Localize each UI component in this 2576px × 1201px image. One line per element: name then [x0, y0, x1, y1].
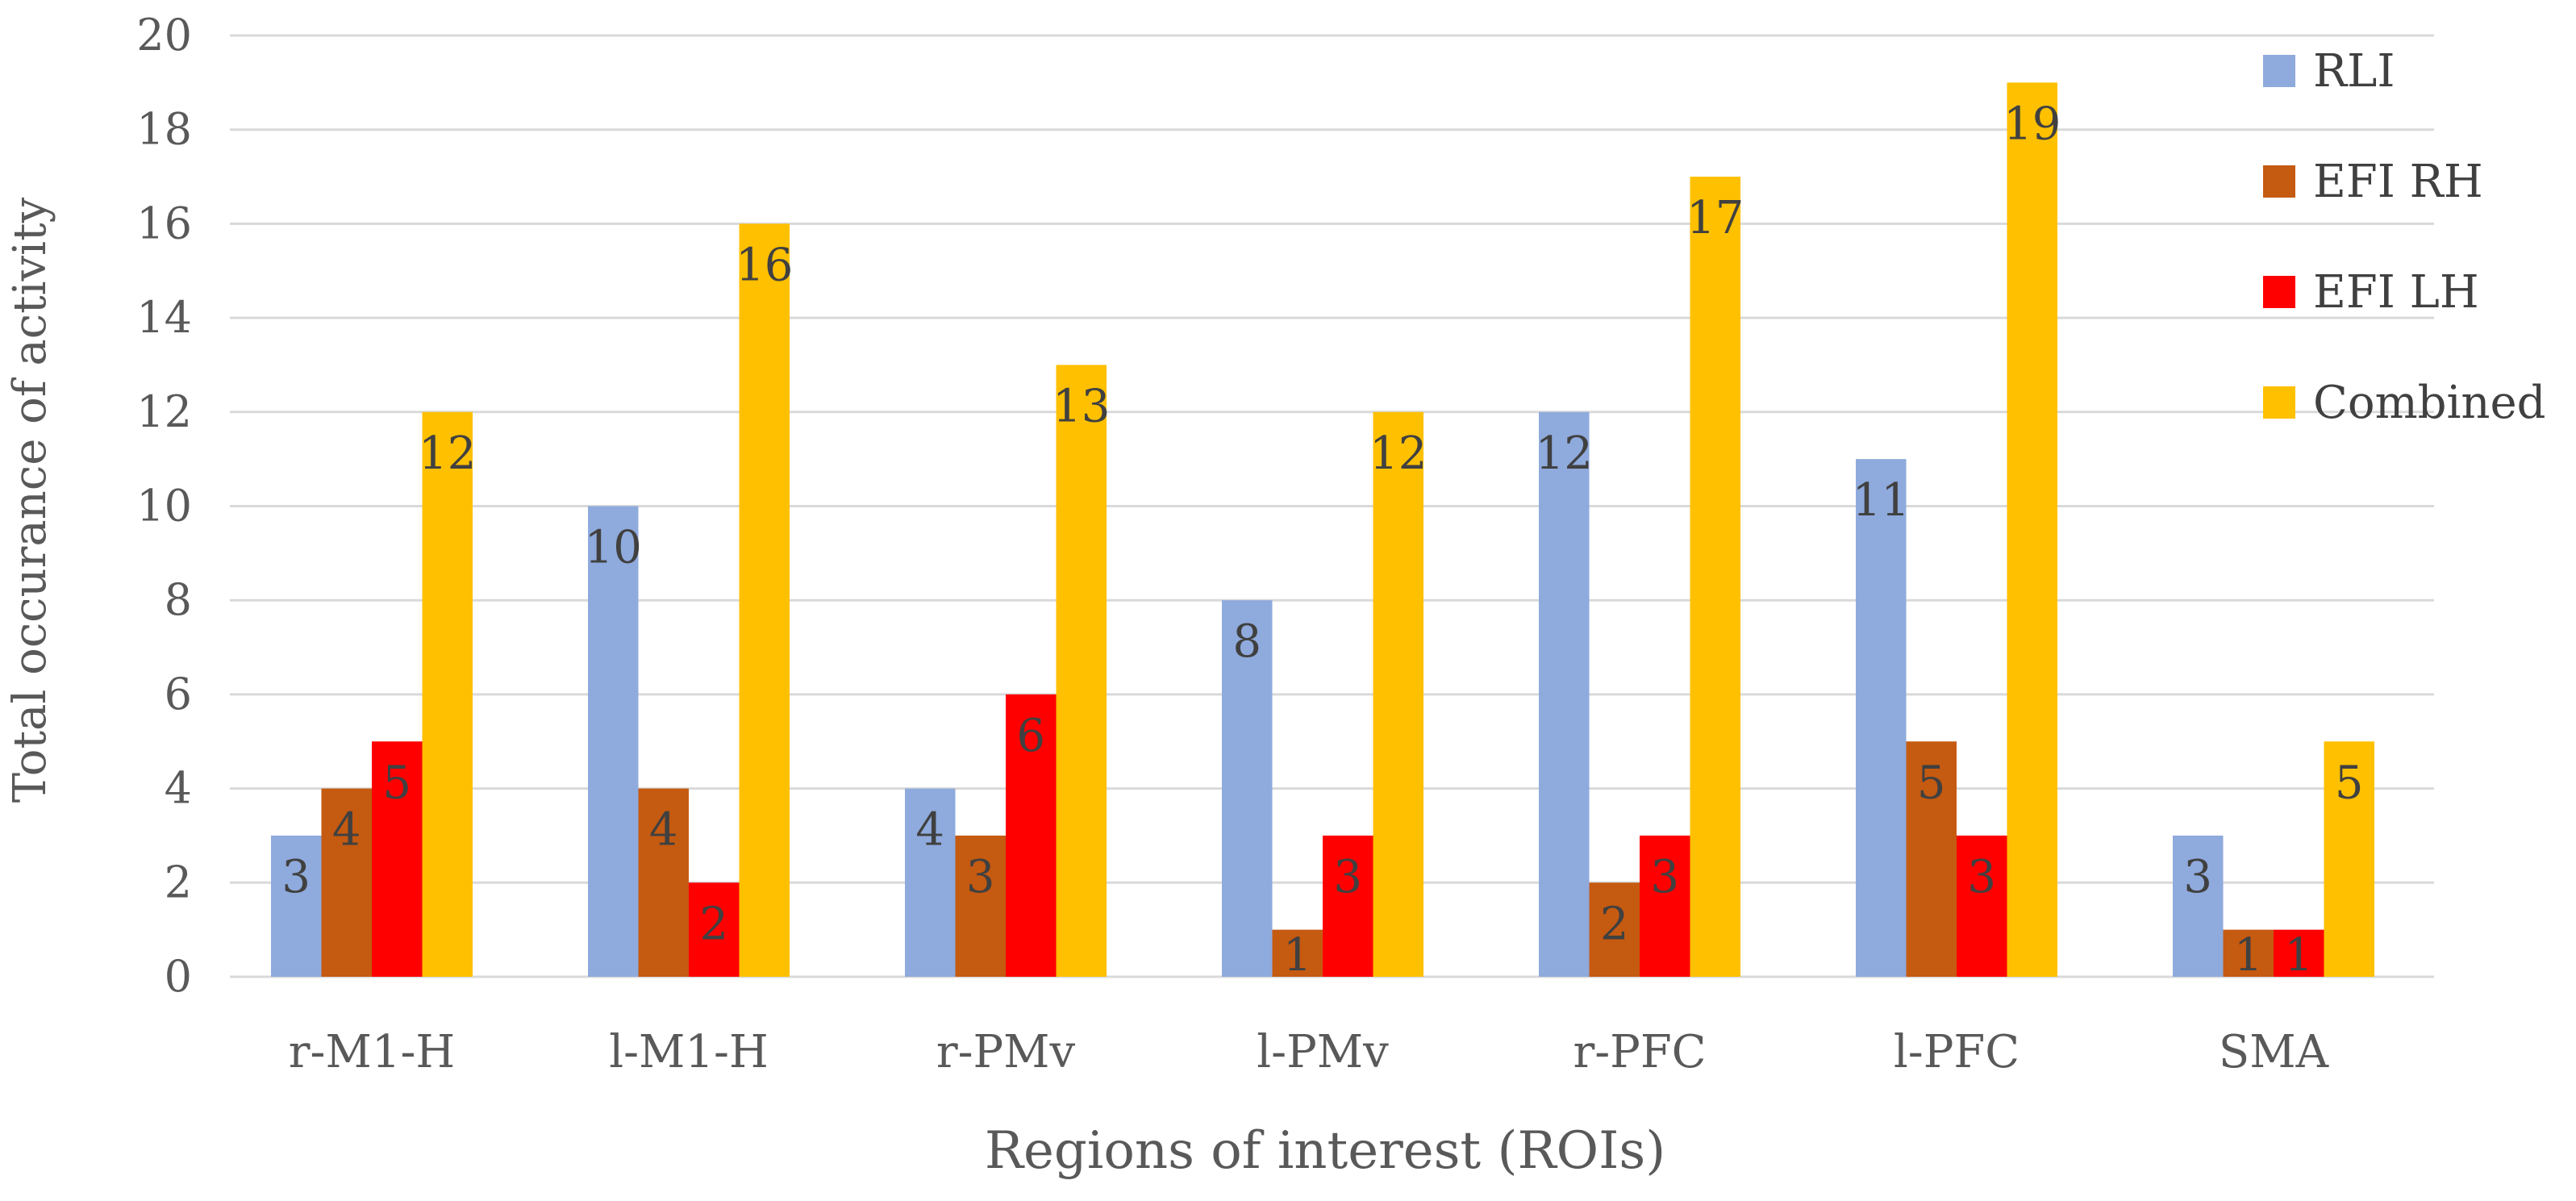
y-tick-label: 20 [136, 10, 192, 60]
bar-l-M1-H-Combined [739, 223, 790, 977]
bar-SMA-EFI-LH [2274, 929, 2324, 977]
data-label: 5 [2335, 757, 2364, 809]
data-label: 2 [699, 898, 728, 950]
bar-r-PMv-EFI-RH [955, 835, 1006, 977]
data-label: 1 [2284, 929, 2313, 982]
data-label: 12 [1536, 427, 1593, 480]
data-label: 3 [1333, 851, 1362, 903]
data-label: 4 [332, 804, 361, 857]
bar-r-PMv-EFI-LH [1006, 694, 1057, 977]
y-tick-label: 10 [136, 481, 192, 532]
bar-r-PMv-RLI [905, 788, 956, 977]
y-tick-label: 4 [165, 763, 192, 814]
bar-r-M1-H-EFI-RH [321, 788, 372, 977]
bar-r-PMv-Combined [1056, 365, 1107, 977]
data-label: 12 [1369, 427, 1427, 480]
data-label: 6 [1016, 710, 1045, 762]
data-label: 3 [281, 851, 311, 903]
bar-r-PFC-EFI-LH [1640, 835, 1690, 977]
bar-r-PFC-Combined [1690, 177, 1740, 978]
data-label: 11 [1853, 474, 1910, 527]
y-tick-label: 6 [165, 669, 192, 719]
bar-l-M1-H-EFI-LH [689, 882, 740, 977]
legend-label: EFI LH [2313, 266, 2479, 319]
x-tick-label: SMA [2219, 1026, 2329, 1078]
legend: RLI EFI RH EFI LH Combined [2263, 45, 2545, 429]
bar-l-PFC-EFI-LH [1957, 835, 2007, 977]
data-label: 10 [585, 522, 642, 574]
data-label: 3 [966, 851, 995, 903]
bar-l-PFC-Combined [2007, 82, 2057, 978]
legend-label: Combined [2313, 377, 2545, 429]
y-tick-label: 12 [136, 386, 192, 437]
data-label: 4 [915, 804, 944, 857]
bar-r-PFC-EFI-RH [1589, 882, 1640, 977]
x-axis-title: Regions of interest (ROIs) [985, 1121, 1665, 1181]
data-label: 17 [1686, 192, 1744, 244]
bar-r-PFC-RLI [1539, 411, 1590, 977]
data-label: 16 [736, 239, 793, 291]
data-label: 4 [649, 804, 678, 857]
legend-swatch-EFI-LH [2263, 276, 2295, 308]
bar-l-M1-H-RLI [588, 506, 639, 977]
data-label: 3 [1650, 851, 1679, 903]
bar-r-M1-H-Combined [422, 411, 473, 977]
y-tick-label: 8 [165, 574, 192, 625]
y-tick-label: 2 [165, 857, 192, 907]
x-tick-label: r-PMv [936, 1026, 1076, 1078]
y-tick-label: 16 [136, 198, 192, 248]
x-tick-label: r-M1-H [289, 1026, 455, 1078]
y-tick-label: 14 [136, 292, 192, 343]
data-label: 12 [419, 427, 476, 480]
bar-l-PFC-EFI-RH [1906, 741, 1957, 977]
bar-r-M1-H-EFI-LH [372, 741, 423, 977]
data-label: 2 [1600, 898, 1629, 950]
bar-l-M1-H-EFI-RH [638, 788, 689, 977]
y-tick-label: 18 [136, 104, 192, 155]
x-tick-label: r-PFC [1573, 1026, 1706, 1078]
data-label: 3 [2183, 851, 2212, 903]
data-label: 3 [1967, 851, 1996, 903]
bar-l-PMv-RLI [1222, 600, 1273, 977]
bar-l-PMv-Combined [1373, 411, 1423, 977]
y-tick-label: 0 [165, 951, 192, 1002]
data-label: 1 [2234, 929, 2263, 982]
data-label: 13 [1052, 380, 1110, 432]
bar-l-PMv-EFI-LH [1323, 835, 1373, 977]
data-label: 1 [1283, 929, 1312, 982]
legend-swatch-RLI [2263, 55, 2295, 87]
bar-r-M1-H-RLI [271, 835, 322, 977]
bar-SMA-Combined [2324, 741, 2374, 977]
x-tick-label: l-M1-H [609, 1026, 769, 1078]
x-tick-label: l-PFC [1894, 1026, 2020, 1078]
bars [271, 82, 2374, 978]
y-axis-title: Total occurance of activity [4, 197, 56, 803]
data-label: 5 [1917, 757, 1946, 809]
bar-l-PFC-RLI [1856, 459, 1907, 977]
legend-swatch-Combined [2263, 386, 2295, 419]
bar-SMA-EFI-RH [2223, 929, 2274, 977]
bar-SMA-RLI [2173, 835, 2224, 977]
x-tick-label: l-PMv [1257, 1026, 1389, 1078]
data-label: 8 [1232, 615, 1261, 668]
data-label: 19 [2003, 98, 2061, 150]
legend-label: EFI RH [2313, 156, 2483, 208]
data-label: 5 [382, 757, 411, 809]
legend-label: RLI [2313, 45, 2395, 98]
legend-swatch-EFI-RH [2263, 165, 2295, 198]
bar-l-PMv-EFI-RH [1272, 929, 1323, 977]
